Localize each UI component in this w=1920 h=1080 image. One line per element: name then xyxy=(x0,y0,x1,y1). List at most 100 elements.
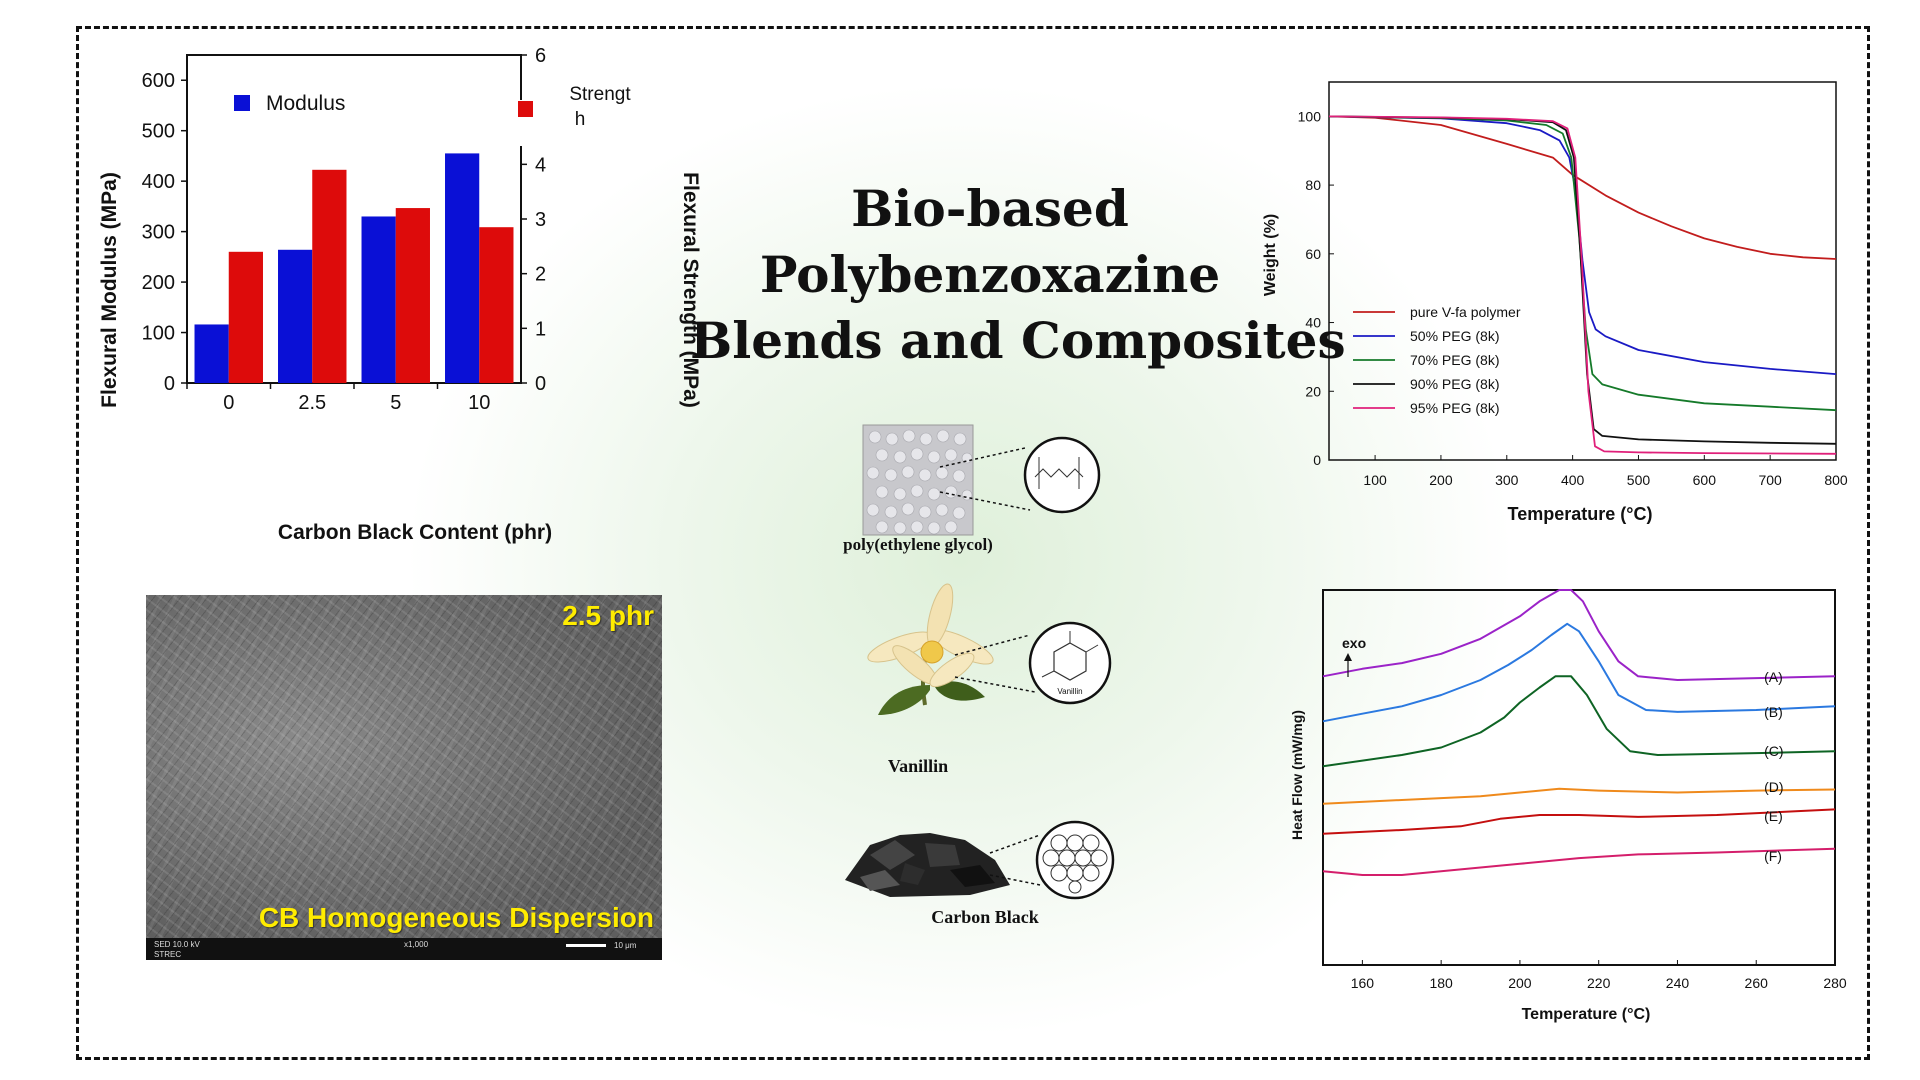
dsc-heat-flow-chart: 160 180 200 220 240 260 280 (A) (B) (C) (D) (E) (F)… xyxy=(1289,589,1847,1023)
tga-plot-frame xyxy=(1328,81,1837,461)
dsc-plot-frame xyxy=(1322,589,1836,966)
bar-y2-tick-label: 6 xyxy=(535,45,546,67)
bar-strength xyxy=(479,227,514,383)
cb-callout-line-2 xyxy=(989,874,1041,886)
dsc-x-tick-label: 280 xyxy=(1823,975,1847,991)
bar-modulus xyxy=(361,216,396,383)
bar-y2-tick-label: 1 xyxy=(535,318,546,340)
dsc-series-line xyxy=(1322,787,1836,805)
legend-strength-label-2: h xyxy=(575,109,586,130)
dsc-x-tick-label: 260 xyxy=(1745,975,1769,991)
poster-title: Bio-based Polybenzoxazine Blends and Com… xyxy=(690,176,1346,374)
bar-strength xyxy=(312,169,347,383)
aldehyde-bond-icon xyxy=(1085,644,1099,653)
sem-scale-bar xyxy=(566,944,606,947)
cb-label: Carbon Black xyxy=(931,907,1039,927)
tga-series-line xyxy=(1328,115,1837,260)
title-line-2: Polybenzoxazine xyxy=(759,245,1221,304)
legend-strength-label-1: Strengt xyxy=(569,84,631,105)
tga-x-tick-label: 100 xyxy=(1363,472,1387,488)
bar-y-tick-label: 500 xyxy=(142,121,175,143)
bar-modulus xyxy=(278,249,313,383)
tga-legend-label: 95% PEG (8k) xyxy=(1410,400,1499,416)
tga-x-tick-label: 400 xyxy=(1561,472,1585,488)
sem-info-bar: SED 10.0 kV STREC x1,000 10 μm xyxy=(146,938,662,960)
carbon-black-pile-icon xyxy=(845,833,1010,897)
vanilla-flower-icon xyxy=(867,583,994,715)
peg-callout-line xyxy=(939,447,1026,468)
bar-y-tick-label: 400 xyxy=(142,171,175,193)
bar-x-tick-label: 0 xyxy=(223,392,234,414)
bar-y2-tick-label: 4 xyxy=(535,154,546,176)
tga-legend-label: 90% PEG (8k) xyxy=(1410,376,1499,392)
tga-x-tick-label: 800 xyxy=(1824,472,1848,488)
tga-legend-label: pure V-fa polymer xyxy=(1410,304,1521,320)
vanillin-structure-icon xyxy=(1028,621,1112,705)
bar-y2-axis-title: Flexural Strength (MPa) xyxy=(679,172,702,408)
sem-caption: CB Homogeneous Dispersion xyxy=(258,902,654,933)
legend-modulus-label: Modulus xyxy=(266,92,345,115)
tga-y-axis-title: Weight (%) xyxy=(1262,214,1279,296)
dsc-series-label: (E) xyxy=(1764,808,1783,824)
bar-strength xyxy=(228,251,263,383)
tga-y-tick-label: 60 xyxy=(1305,246,1321,262)
bar-modulus xyxy=(194,324,229,383)
dashed-border xyxy=(76,26,1870,1060)
bar-x-tick-label: 5 xyxy=(390,392,401,414)
dsc-x-tick-label: 240 xyxy=(1666,975,1690,991)
dsc-series-label: (D) xyxy=(1764,779,1783,795)
peg-structure-icon xyxy=(1023,436,1101,514)
exo-arrowhead-icon xyxy=(1344,653,1352,661)
tga-y-tick-label: 40 xyxy=(1305,315,1321,331)
cb-honeycomb-icon xyxy=(1042,834,1108,894)
bar-y-tick-label: 300 xyxy=(142,222,175,244)
bar-y-tick-label: 600 xyxy=(142,70,175,92)
dsc-x-tick-label: 200 xyxy=(1508,975,1532,991)
sem-info-left2: STREC xyxy=(154,950,182,959)
tga-x-tick-label: 200 xyxy=(1429,472,1453,488)
bar-x-tick-label: 10 xyxy=(468,392,490,414)
dsc-exo-annotation: exo xyxy=(1342,635,1366,651)
bar-y2-tick-label: 0 xyxy=(535,373,546,395)
sem-info-left: SED 10.0 kV xyxy=(154,940,200,949)
peg-label: poly(ethylene glycol) xyxy=(843,535,993,554)
cb-callout-line xyxy=(989,834,1041,854)
tga-x-tick-label: 700 xyxy=(1758,472,1782,488)
tga-y-tick-label: 80 xyxy=(1305,177,1321,193)
dsc-series-label: (B) xyxy=(1764,704,1783,720)
peg-chain-icon xyxy=(1034,468,1084,478)
tga-x-tick-label: 500 xyxy=(1627,472,1651,488)
sem-phr-label: 2.5 phr xyxy=(562,600,654,631)
sem-info-scale: 10 μm xyxy=(614,941,637,950)
tga-x-axis-title: Temperature (°C) xyxy=(1508,504,1653,524)
materials-illustration: poly(ethylene glycol) Vanillin Vanillin … xyxy=(843,424,1115,927)
tga-y-tick-label: 0 xyxy=(1313,452,1321,468)
dsc-y-axis-title: Heat Flow (mW/mg) xyxy=(1289,710,1305,840)
bar-y-tick-label: 0 xyxy=(164,373,175,395)
tga-y-tick-label: 20 xyxy=(1305,383,1321,399)
title-line-1: Bio-based xyxy=(851,179,1129,238)
bar-y2-tick-label: 3 xyxy=(535,209,546,231)
bar-y-axis-title: Flexural Modulus (MPa) xyxy=(98,172,121,408)
dsc-x-tick-label: 220 xyxy=(1587,975,1611,991)
dsc-series-line xyxy=(1322,675,1836,768)
legend-strength-swatch xyxy=(518,101,533,117)
tga-series-line xyxy=(1328,115,1837,375)
vanillin-callout-line xyxy=(954,634,1031,656)
legend-modulus-swatch xyxy=(234,95,250,111)
dsc-series-label: (F) xyxy=(1764,848,1782,864)
sem-micrograph: 2.5 phr CB Homogeneous Dispersion SED 10… xyxy=(146,595,662,960)
bar-modulus xyxy=(445,153,480,383)
dsc-x-axis-title: Temperature (°C) xyxy=(1522,1006,1651,1023)
dsc-series-line xyxy=(1322,589,1836,681)
bar-x-tick-label: 2.5 xyxy=(298,392,326,414)
vanillin-callout-line-2 xyxy=(954,676,1036,693)
tga-x-tick-label: 300 xyxy=(1495,472,1519,488)
bar-x-axis-title: Carbon Black Content (phr) xyxy=(278,521,552,544)
tga-legend-label: 50% PEG (8k) xyxy=(1410,328,1499,344)
dsc-series-line xyxy=(1322,622,1836,723)
hydroxyl-bond-icon xyxy=(1041,670,1055,678)
bar-y2-tick-label: 2 xyxy=(535,264,546,286)
bar-y-tick-label: 100 xyxy=(142,323,175,345)
